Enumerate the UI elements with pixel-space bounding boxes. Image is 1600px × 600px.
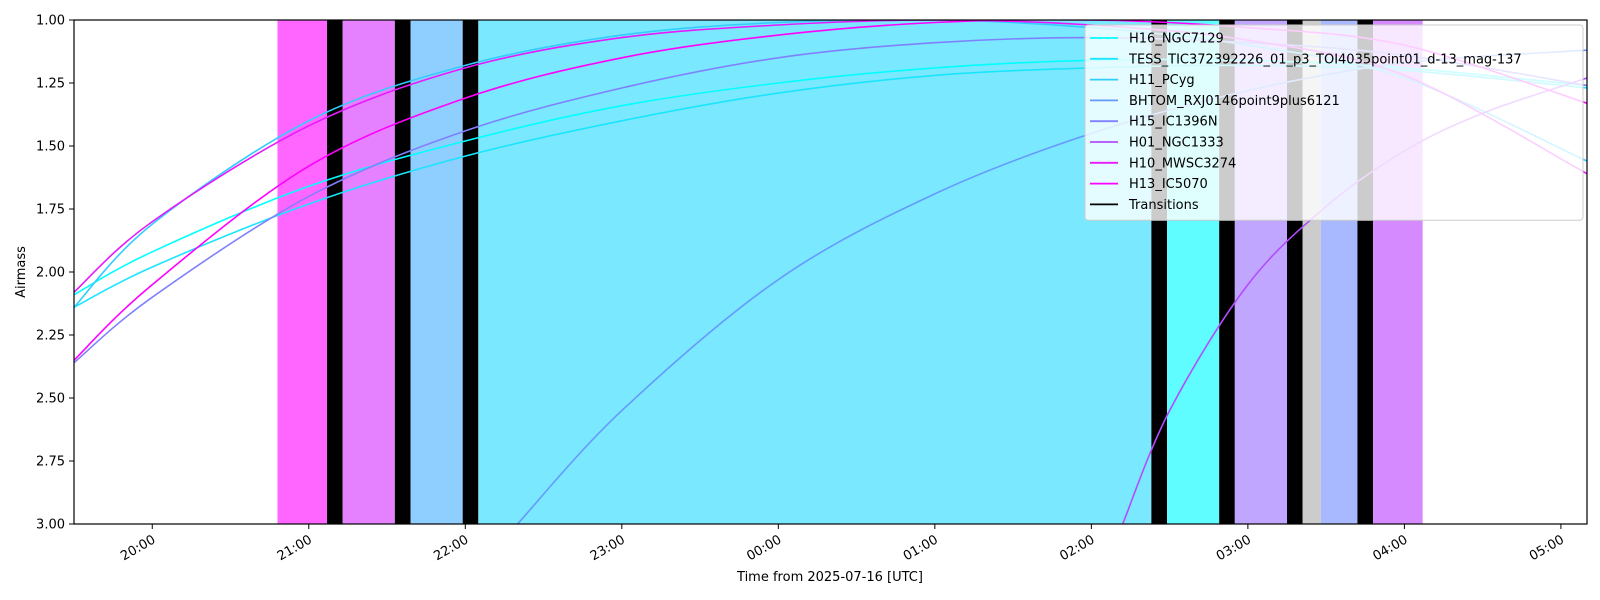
y-tick-label-4: 2.00 xyxy=(36,266,65,281)
legend: H16_NGC7129 TESS_TIC372392226_01_p3_TOI40… xyxy=(1084,24,1584,221)
x-tick-label-0: 20:00 xyxy=(118,532,158,564)
y-tick-label-1: 1.25 xyxy=(36,77,65,92)
y-tick-label-3: 1.75 xyxy=(36,203,65,218)
x-tick-label-8: 04:00 xyxy=(1370,532,1410,564)
x-tick-label-1: 21:00 xyxy=(275,532,315,564)
x-tick-label-7: 03:00 xyxy=(1214,532,1254,564)
legend-label-4: H15_IC1396N xyxy=(1129,115,1218,130)
y-tick-label-5: 2.25 xyxy=(36,329,65,344)
x-tick-label-4: 00:00 xyxy=(744,532,784,564)
legend-label-6: H10_MWSC3274 xyxy=(1129,156,1236,171)
y-tick-label-7: 2.75 xyxy=(36,455,65,470)
y-axis-label: Airmass xyxy=(14,246,29,298)
legend-label-7: H13_IC5070 xyxy=(1129,177,1208,192)
span-target-0 xyxy=(277,20,328,524)
x-tick-label-6: 02:00 xyxy=(1057,532,1097,564)
span-target-2 xyxy=(342,20,395,524)
span-transition-5 xyxy=(462,20,479,524)
span-transition-1 xyxy=(327,20,343,524)
legend-label-5: H01_NGC1333 xyxy=(1129,136,1224,151)
y-axis-ticks: 1.00 1.25 1.50 1.75 2.00 2.25 2.50 2.75 3.00 xyxy=(36,14,74,533)
legend-label-1: TESS_TIC372392226_01_p3_TOI4035point01_d… xyxy=(1128,52,1522,67)
span-transition-3 xyxy=(394,20,411,524)
x-tick-label-9: 05:00 xyxy=(1527,532,1567,564)
y-tick-label-6: 2.50 xyxy=(36,392,65,407)
y-tick-label-8: 3.00 xyxy=(36,518,65,533)
y-tick-label-0: 1.00 xyxy=(36,14,65,29)
legend-label-3: BHTOM_RXJ0146point9plus6121 xyxy=(1129,94,1340,109)
span-target-4 xyxy=(410,20,463,524)
y-tick-label-2: 1.50 xyxy=(36,140,65,155)
x-axis-label: Time from 2025-07-16 [UTC] xyxy=(736,570,923,585)
span-target-6 xyxy=(478,20,1152,524)
x-tick-label-2: 22:00 xyxy=(431,532,471,564)
legend-label-0: H16_NGC7129 xyxy=(1129,32,1224,47)
x-tick-label-3: 23:00 xyxy=(588,532,628,564)
legend-label-8: Transitions xyxy=(1128,198,1199,213)
x-tick-label-5: 01:00 xyxy=(901,532,941,564)
legend-label-2: H11_PCyg xyxy=(1129,73,1195,88)
x-axis-ticks: 20:00 21:00 22:00 23:00 00:00 01:00 02:00 03:00… xyxy=(118,524,1567,564)
legend-box xyxy=(1084,24,1584,221)
